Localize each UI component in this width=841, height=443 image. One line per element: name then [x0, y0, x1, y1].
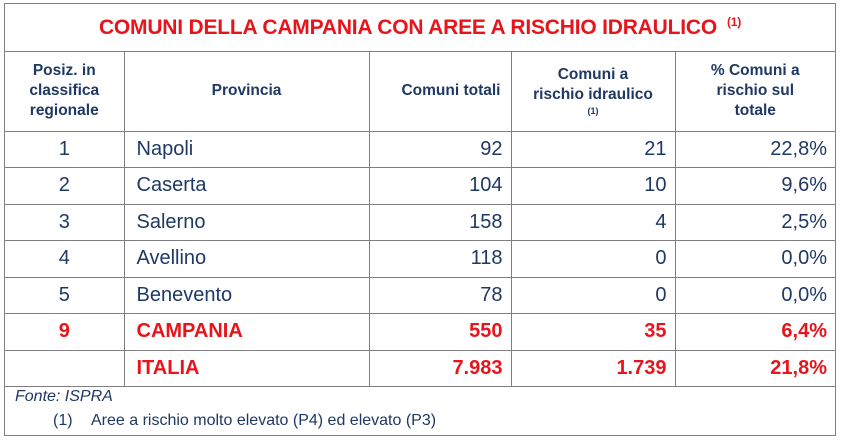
cell-province: Caserta: [123, 167, 370, 205]
cell-province: Napoli: [123, 130, 370, 168]
header-row: Posiz. in classifica regionale Provincia…: [5, 52, 835, 132]
title-note: (1): [726, 14, 742, 29]
cell-province: Benevento: [123, 276, 370, 314]
header-risk: Comuni a rischio idraulico (1): [510, 52, 676, 132]
table-row: 1 Napoli 92 21 22,8%: [5, 130, 835, 168]
cell-position: [5, 349, 125, 387]
cell-risk: 1.739: [510, 349, 676, 387]
header-risk-line-1: Comuni a: [557, 66, 629, 84]
cell-total: 158: [368, 203, 512, 241]
header-risk-note: (1): [587, 106, 599, 117]
header-percent: % Comuni a rischio sul totale: [674, 52, 835, 132]
table-row: 3 Salerno 158 4 2,5%: [5, 203, 835, 241]
cell-percent: 2,5%: [674, 203, 835, 241]
cell-total: 92: [368, 130, 512, 168]
cell-total: 118: [368, 240, 512, 278]
cell-risk: 0: [510, 276, 676, 314]
header-position: Posiz. in classifica regionale: [5, 52, 125, 132]
cell-total: 7.983: [368, 349, 512, 387]
cell-percent: 9,6%: [674, 167, 835, 205]
source-note: Fonte: ISPRA: [15, 388, 113, 405]
title-text: COMUNI DELLA CAMPANIA CON AREE A RISCHIO…: [98, 15, 717, 39]
header-province: Provincia: [123, 52, 370, 132]
header-position-line-2: classifica: [29, 82, 100, 100]
table-row: 2 Caserta 104 10 9,6%: [5, 167, 835, 205]
cell-province: CAMPANIA: [123, 313, 370, 351]
header-percent-line-1: % Comuni a: [710, 62, 800, 80]
cell-total: 550: [368, 313, 512, 351]
cell-percent: 0,0%: [674, 240, 835, 278]
header-position-line-3: regionale: [29, 102, 99, 120]
page-title: COMUNI DELLA CAMPANIA CON AREE A RISCHIO…: [5, 4, 835, 52]
header-percent-line-2: rischio sul: [716, 82, 795, 100]
table-row: 4 Avellino 118 0 0,0%: [5, 240, 835, 278]
cell-total: 78: [368, 276, 512, 314]
cell-province: Avellino: [123, 240, 370, 278]
cell-risk: 21: [510, 130, 676, 168]
cell-total: 104: [368, 167, 512, 205]
cell-risk: 4: [510, 203, 676, 241]
footnote-mark: (1): [53, 412, 73, 429]
cell-percent: 0,0%: [674, 276, 835, 314]
table-row-region-total: 9 CAMPANIA 550 35 6,4%: [5, 313, 835, 351]
cell-percent: 21,8%: [674, 349, 835, 387]
data-table: Posiz. in classifica regionale Provincia…: [5, 52, 835, 387]
cell-percent: 22,8%: [674, 130, 835, 168]
cell-position: 5: [5, 276, 125, 314]
cell-risk: 10: [510, 167, 676, 205]
cell-position: 4: [5, 240, 125, 278]
header-total: Comuni totali: [368, 52, 512, 132]
cell-percent: 6,4%: [674, 313, 835, 351]
cell-province: ITALIA: [123, 349, 370, 387]
footnote-text: Aree a rischio molto elevato (P4) ed ele…: [91, 412, 437, 429]
header-risk-line-2: rischio idraulico: [533, 86, 653, 104]
header-percent-line-3: totale: [734, 102, 776, 120]
cell-risk: 0: [510, 240, 676, 278]
table-row: 5 Benevento 78 0 0,0%: [5, 276, 835, 314]
table-row-national-total: ITALIA 7.983 1.739 21,8%: [5, 349, 835, 387]
cell-position: 1: [5, 130, 125, 168]
cell-position: 2: [5, 167, 125, 205]
cell-position: 9: [5, 313, 125, 351]
header-position-line-1: Posiz. in: [32, 62, 96, 80]
cell-risk: 35: [510, 313, 676, 351]
table-frame: COMUNI DELLA CAMPANIA CON AREE A RISCHIO…: [4, 3, 836, 436]
cell-province: Salerno: [123, 203, 370, 241]
cell-position: 3: [5, 203, 125, 241]
footnote: (1) Aree a rischio molto elevato (P4) ed …: [53, 411, 436, 431]
